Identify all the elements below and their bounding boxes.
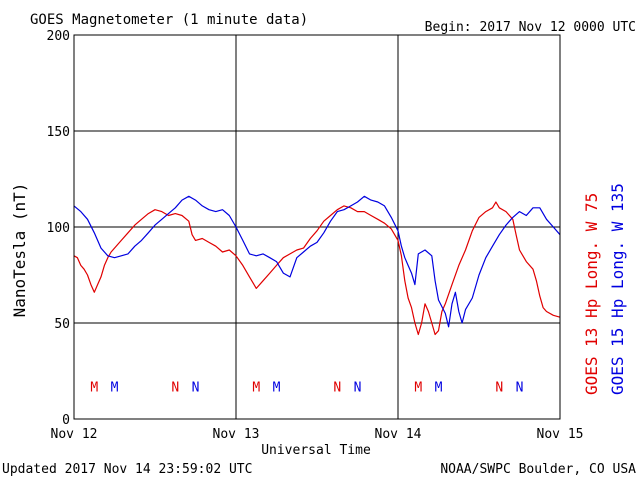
marker-label: M: [111, 380, 119, 395]
marker-label: N: [354, 380, 362, 395]
x-tick-label: Nov 12: [51, 427, 98, 442]
legend-goes15: GOES 15 Hp Long. W 135: [608, 183, 627, 395]
chart-title: GOES Magnetometer (1 minute data): [30, 12, 308, 28]
y-axis-label: NanoTesla (nT): [10, 183, 29, 318]
y-tick-label: 150: [47, 125, 70, 140]
x-tick-labels: Nov 12 Nov 13 Nov 14 Nov 15: [51, 427, 584, 442]
y-tick-label: 200: [47, 29, 70, 44]
y-tick-label: 100: [47, 221, 70, 236]
marker-label: N: [516, 380, 524, 395]
y-tick-label: 50: [54, 317, 70, 332]
begin-time: Begin: 2017 Nov 12 0000 UTC: [425, 20, 636, 35]
marker-label: N: [171, 380, 179, 395]
y-tick-label: 0: [62, 413, 70, 428]
x-tick-label: Nov 14: [375, 427, 422, 442]
marker-label: N: [333, 380, 341, 395]
goes15-series-line: [73, 195, 561, 328]
marker-label: M: [90, 380, 98, 395]
plot-frame: [73, 34, 561, 420]
updated-timestamp: Updated 2017 Nov 14 23:59:02 UTC: [2, 462, 252, 477]
x-tick-label: Nov 13: [213, 427, 260, 442]
legend-goes13: GOES 13 Hp Long. W 75: [582, 193, 601, 395]
marker-label: M: [252, 380, 260, 395]
source-credit: NOAA/SWPC Boulder, CO USA: [440, 462, 636, 477]
goes13-series-line: [73, 201, 561, 336]
x-axis-label: Universal Time: [261, 443, 371, 458]
marker-label: M: [414, 380, 422, 395]
grid-lines: [74, 35, 560, 419]
marker-label: M: [273, 380, 281, 395]
y-tick-labels: 0 50 100 150 200: [47, 29, 70, 428]
marker-label: N: [495, 380, 503, 395]
data-series: [73, 195, 561, 336]
marker-label: M: [435, 380, 443, 395]
x-tick-label: Nov 15: [537, 427, 584, 442]
marker-label: N: [192, 380, 200, 395]
